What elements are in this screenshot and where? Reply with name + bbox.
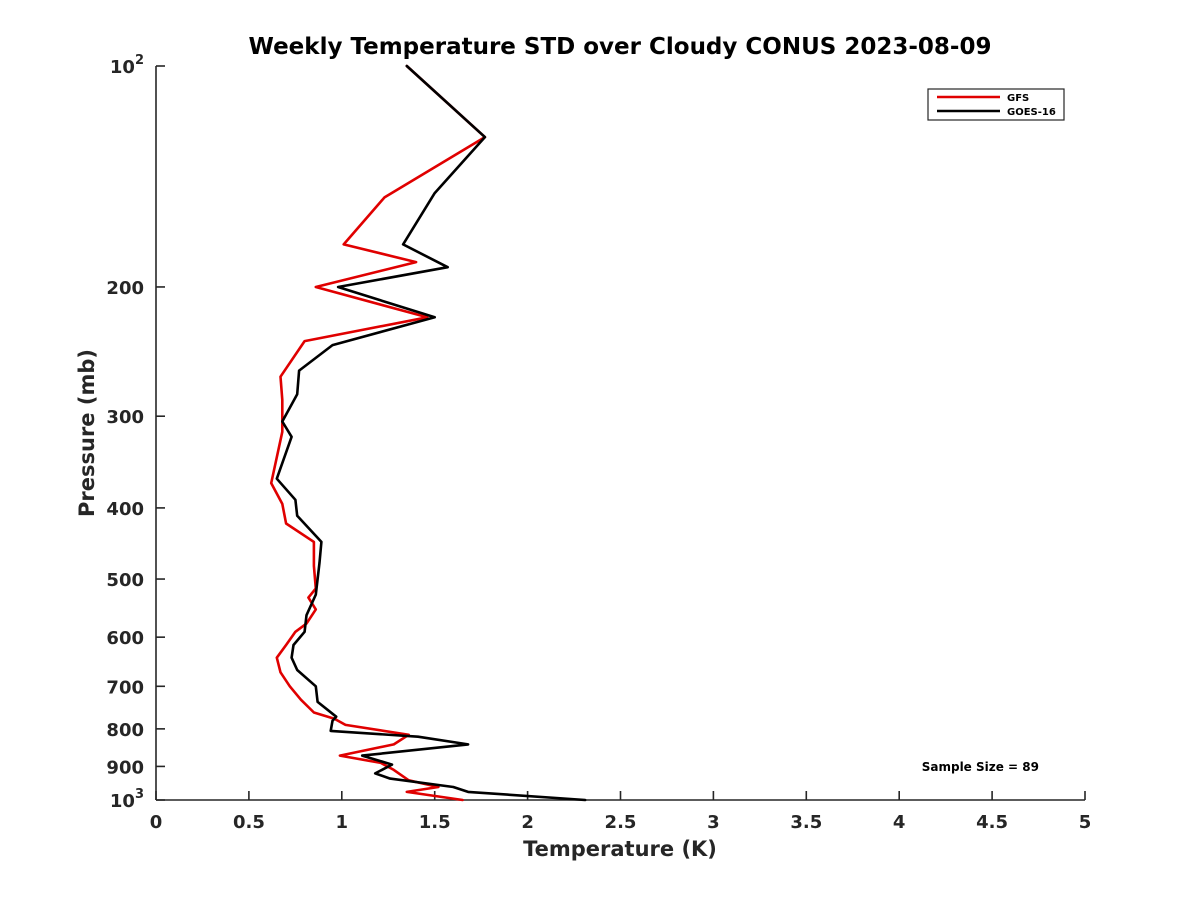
x-axis-label: Temperature (K) bbox=[523, 837, 717, 861]
x-tick-label: 5 bbox=[1079, 812, 1092, 833]
x-tick-label: 0.5 bbox=[233, 812, 265, 833]
x-tick-label: 3.5 bbox=[790, 812, 822, 833]
y-tick-label: 900 bbox=[106, 757, 144, 778]
y-tick-label: 500 bbox=[106, 570, 144, 591]
y-tick-label-exponent: 3 bbox=[135, 787, 144, 802]
y-tick-label: 400 bbox=[106, 499, 144, 520]
series-line-goes-16 bbox=[275, 64, 587, 802]
y-tick-label-exponent: 2 bbox=[135, 53, 144, 68]
x-tick-label: 1 bbox=[336, 812, 349, 833]
y-tick-label: 800 bbox=[106, 720, 144, 741]
sample-size-annotation: Sample Size = 89 bbox=[922, 760, 1039, 774]
legend: GFS GOES-16 bbox=[927, 88, 1065, 121]
x-tick-label: 4.5 bbox=[976, 812, 1008, 833]
y-tick-label: 300 bbox=[106, 407, 144, 428]
legend-gfs-label: GFS bbox=[1007, 93, 1029, 104]
x-tick-label: 0 bbox=[150, 812, 163, 833]
y-tick-label: 600 bbox=[106, 628, 144, 649]
y-tick-label: 200 bbox=[106, 278, 144, 299]
y-tick-label: 103 bbox=[110, 787, 144, 812]
y-tick-label-base: 10 bbox=[110, 57, 135, 78]
x-tick-label: 2.5 bbox=[605, 812, 637, 833]
chart-title: Weekly Temperature STD over Cloudy CONUS… bbox=[249, 34, 992, 60]
x-tick-label: 3 bbox=[707, 812, 720, 833]
x-axis-ticks: 0 0.5 1 1.5 2 2.5 3 3.5 4 4.5 5 bbox=[150, 791, 1092, 833]
plot-area: 0 0.5 1 1.5 2 2.5 3 3.5 4 4.5 5 102200300400500600… bbox=[106, 53, 1091, 833]
y-axis-label: Pressure (mb) bbox=[75, 349, 99, 517]
legend-box bbox=[927, 88, 1065, 121]
x-tick-label: 2 bbox=[521, 812, 534, 833]
y-tick-label: 102 bbox=[110, 53, 144, 78]
x-tick-label: 4 bbox=[893, 812, 906, 833]
y-tick-label-base: 10 bbox=[110, 791, 135, 812]
y-tick-label: 700 bbox=[106, 677, 144, 698]
x-tick-label: 1.5 bbox=[419, 812, 451, 833]
series-line-gfs bbox=[269, 64, 487, 802]
legend-goes-label: GOES-16 bbox=[1007, 107, 1056, 118]
series-layer bbox=[269, 64, 587, 802]
